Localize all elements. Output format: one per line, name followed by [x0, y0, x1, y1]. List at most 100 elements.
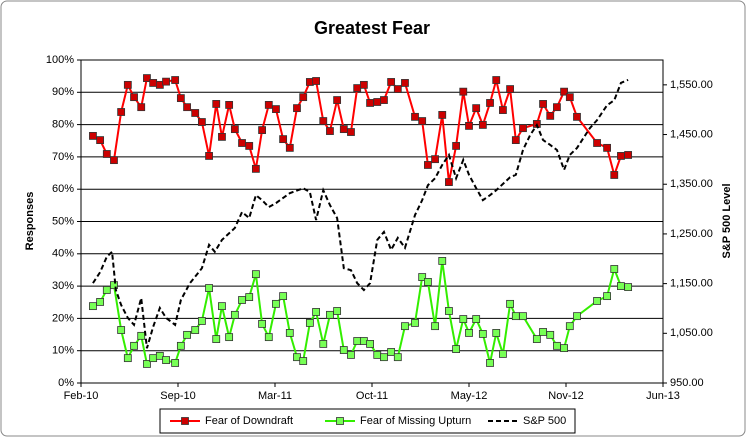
point-marker: [333, 307, 342, 315]
point-marker: [238, 296, 246, 304]
legend-label: S&P 500: [523, 415, 566, 427]
point-marker: [511, 312, 520, 321]
point-marker: [511, 136, 520, 145]
y2-tick-label: 1,350.00: [670, 178, 713, 190]
point-marker: [245, 142, 254, 150]
point-marker: [553, 341, 561, 350]
point-marker: [393, 353, 402, 362]
point-marker: [110, 156, 118, 165]
point-marker: [123, 354, 132, 363]
point-marker: [401, 79, 409, 87]
y-tick-label: 40%: [52, 248, 74, 260]
point-marker: [431, 322, 439, 331]
point-marker: [149, 79, 158, 87]
point-marker: [299, 93, 308, 102]
point-marker: [418, 273, 427, 281]
point-marker: [176, 94, 185, 103]
legend: Fear of Downdraft Fear of Missing Upturn S…: [170, 415, 566, 427]
y-tick-label: 90%: [52, 86, 74, 98]
point-marker: [171, 76, 180, 84]
point-marker: [560, 87, 568, 96]
y-tick-label: 30%: [52, 280, 74, 292]
point-marker: [617, 152, 625, 160]
y2-tick-label: 1,150.00: [670, 278, 713, 290]
series-line: [92, 78, 629, 349]
point-marker: [299, 357, 308, 365]
point-marker: [143, 360, 151, 368]
point-marker: [353, 84, 362, 93]
point-marker: [305, 319, 314, 327]
y-axis-label: Responses: [24, 192, 36, 251]
point-marker: [149, 354, 158, 363]
point-marker: [359, 80, 368, 89]
point-marker: [89, 302, 97, 311]
x-tick-label: May-12: [451, 390, 488, 402]
point-marker: [162, 356, 170, 364]
point-marker: [117, 108, 126, 116]
point-marker: [251, 270, 260, 279]
point-marker: [452, 345, 460, 353]
point-marker: [212, 100, 221, 108]
point-marker: [431, 155, 439, 164]
point-marker: [418, 117, 427, 125]
point-marker: [560, 344, 568, 353]
y-tick-label: 20%: [52, 312, 74, 324]
point-marker: [326, 310, 334, 319]
point-marker: [465, 121, 473, 130]
point-marker: [285, 143, 294, 152]
point-marker: [183, 103, 191, 112]
point-marker: [251, 164, 260, 173]
point-marker: [205, 152, 213, 160]
point-marker: [411, 319, 419, 327]
plot-frame: [80, 59, 664, 384]
x-tick-label: Oct-11: [356, 390, 388, 402]
x-tick-label: Jun-13: [646, 390, 680, 402]
point-marker: [492, 76, 501, 84]
point-marker: [366, 340, 374, 348]
point-marker: [339, 125, 348, 134]
point-marker: [130, 93, 138, 102]
point-marker: [102, 286, 111, 294]
point-marker: [366, 99, 374, 107]
point-marker: [353, 337, 362, 345]
point-marker: [123, 80, 132, 89]
point-marker: [162, 77, 170, 86]
point-marker: [465, 329, 473, 337]
x-tick-label: Feb-10: [64, 390, 99, 402]
y-tick-label: 10%: [52, 345, 74, 357]
point-marker: [212, 335, 221, 343]
point-marker: [546, 330, 555, 339]
point-marker: [137, 331, 146, 340]
point-marker: [312, 308, 320, 316]
point-marker: [312, 77, 320, 85]
chart-title: Greatest Fear: [314, 18, 430, 38]
point-marker: [532, 335, 541, 343]
point-marker: [197, 118, 206, 126]
point-marker: [617, 282, 625, 291]
legend-marker: [336, 417, 344, 425]
point-marker: [319, 117, 328, 125]
marks: [89, 74, 633, 368]
point-marker: [279, 135, 288, 144]
y-tick-label: 0%: [58, 377, 74, 389]
point-marker: [245, 293, 254, 301]
point-marker: [319, 340, 328, 348]
point-marker: [519, 124, 527, 133]
point-marker: [380, 353, 388, 362]
point-marker: [137, 103, 146, 112]
point-marker: [285, 329, 294, 337]
point-marker: [205, 284, 213, 292]
point-marker: [478, 121, 487, 129]
point-marker: [333, 96, 342, 104]
point-marker: [519, 312, 527, 321]
point-marker: [459, 87, 468, 96]
point-marker: [102, 150, 111, 158]
y2-tick-label: 1,250.00: [670, 228, 713, 240]
point-marker: [258, 126, 266, 134]
point-marker: [539, 328, 547, 336]
point-marker: [573, 112, 581, 121]
point-marker: [197, 317, 206, 325]
